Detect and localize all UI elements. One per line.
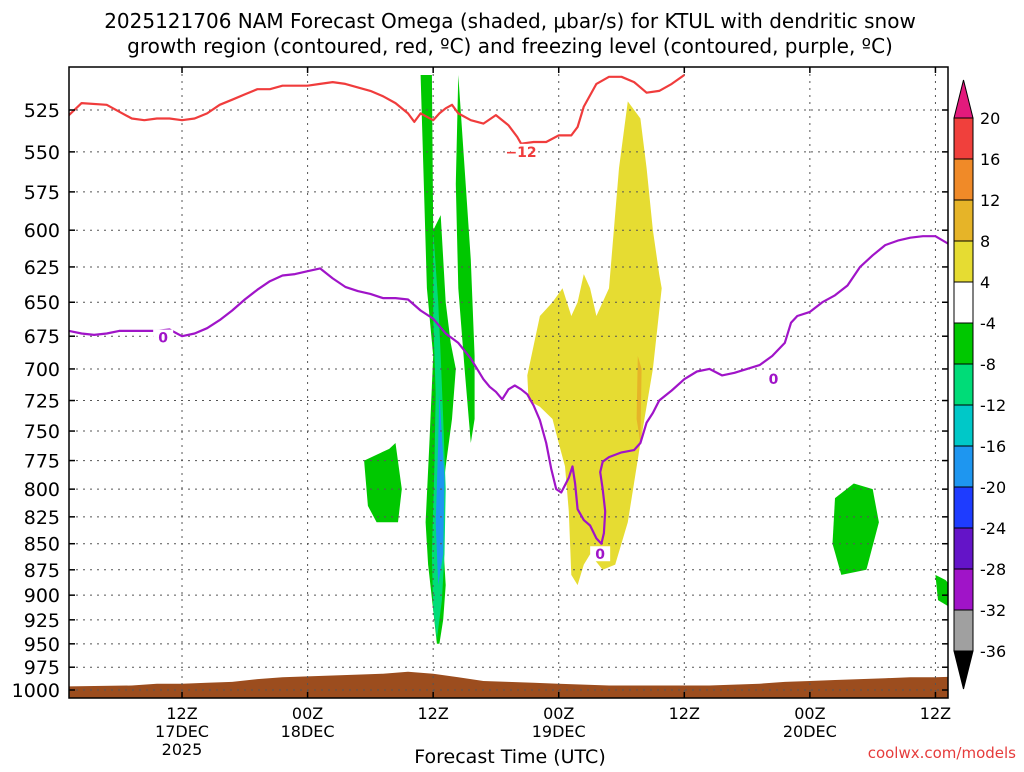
x-tick-date-6: 17DEC [155,722,209,741]
contour-label-bg-2-3 [763,371,784,387]
y-tick-label-525: 525 [24,100,60,122]
colorbar-label-8: -12 [980,396,1006,415]
chart-title-line1: 2025121706 NAM Forecast Omega (shaded, μ… [104,9,916,33]
colorbar-box-9 [953,445,974,488]
y-tick-label-950: 950 [24,634,60,656]
colorbar-label-11: -24 [980,519,1006,538]
contour-label-bg-1-1 [511,143,532,159]
y-tick-label-825: 825 [24,507,60,529]
y-tick-label-925: 925 [24,610,60,632]
x-tick-label-46: 12Z [669,704,700,723]
colorbar-box-4 [953,240,974,283]
x-tick-label-36: 00Z [543,704,574,723]
contour-label-2-2: 0 [595,547,605,563]
colorbar-box-5 [953,281,974,324]
chart-title-line2: growth region (contoured, red, ºC) and f… [127,34,893,58]
colorbar-label-1: 20 [980,109,1000,128]
x-tick-label-6: 12Z [166,704,197,723]
colorbar-label-10: -20 [980,478,1006,497]
y-tick-label-725: 725 [24,391,60,413]
contour-label-2-1: 0 [158,331,168,347]
credit-text: coolwx.com/models [868,744,1016,762]
colorbar-box-11 [953,527,974,570]
contour-label-bg-2-2 [590,546,611,562]
x-tick-date-16: 18DEC [281,722,335,741]
colorbar-label-2: 16 [980,150,1000,169]
omega-region-6 [832,483,879,575]
y-tick-label-750: 750 [24,421,60,443]
colorbar-label-14: -36 [980,642,1006,661]
colorbar-box-2 [953,158,974,201]
x-tick-label-16: 00Z [292,704,323,723]
colorbar-box-10 [953,486,974,529]
colorbar-label-13: -32 [980,601,1006,620]
y-tick-label-875: 875 [24,560,60,582]
y-tick-label-625: 625 [24,257,60,279]
x-tick-label-66: 12Z [920,704,951,723]
colorbar-box-6 [953,322,974,365]
contour-label-1-1: −12 [505,145,536,161]
x-tick-date-56: 20DEC [783,722,837,741]
y-tick-label-675: 675 [24,326,60,348]
y-tick-label-650: 650 [24,292,60,314]
y-tick-label-550: 550 [24,142,60,164]
colorbar-box-3 [953,199,974,242]
omega-region-4 [435,394,445,586]
colorbar-label-3: 12 [980,191,1000,210]
y-tick-label-800: 800 [24,479,60,501]
omega-region-2 [455,75,475,443]
contour-line-2 [69,235,948,545]
colorbar-label-12: -28 [980,560,1006,579]
x-tick-label-56: 00Z [794,704,825,723]
colorbar-top-arrow [953,79,974,119]
x-tick-label-26: 12Z [417,704,448,723]
colorbar-label-6: -4 [980,314,996,333]
y-tick-label-775: 775 [24,451,60,473]
colorbar-box-12 [953,568,974,611]
y-tick-label-850: 850 [24,534,60,556]
plot-frame [68,66,949,699]
y-tick-label-575: 575 [24,182,60,204]
colorbar-box-13 [953,609,974,652]
contour-line-1 [69,74,685,145]
contour-label-bg-2-1 [153,329,174,345]
plot-area [69,67,948,698]
contour-label-2-3: 0 [769,372,779,388]
y-tick-label-700: 700 [24,359,60,381]
colorbar-bottom-arrow [953,650,974,690]
colorbar-label-4: 8 [980,232,990,251]
colorbar-label-5: 4 [980,273,990,292]
y-tick-label-1000: 1000 [12,680,60,702]
y-tick-label-600: 600 [24,220,60,242]
omega-region-7 [935,574,948,607]
y-tick-label-975: 975 [24,657,60,679]
x-axis-label: Forecast Time (UTC) [414,746,605,768]
x-tick-date-36: 19DEC [532,722,586,741]
colorbar-box-7 [953,363,974,406]
terrain-fill [69,671,948,698]
colorbar-label-7: -8 [980,355,996,374]
colorbar-label-9: -16 [980,437,1006,456]
omega-region-5 [364,443,402,523]
omega-region-9 [636,356,642,443]
x-tick-year-6: 2025 [162,740,203,759]
colorbar-box-8 [953,404,974,447]
omega-region-8 [527,101,662,586]
colorbar-box-1 [953,117,974,160]
y-tick-label-900: 900 [24,585,60,607]
